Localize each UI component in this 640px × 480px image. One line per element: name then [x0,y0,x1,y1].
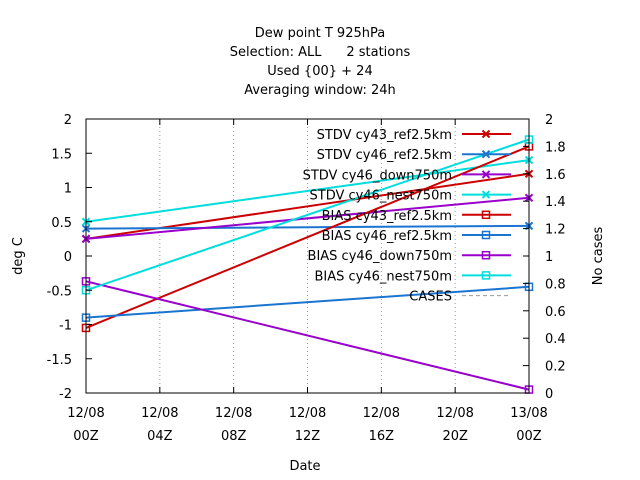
y2-tick-label: 1.8 [545,140,566,155]
x-tick-label-date: 12/08 [289,406,326,421]
x-tick-label-time: 20Z [442,429,468,444]
series-line [85,196,530,240]
legend-label: BIAS cy46_nest750m [315,269,453,284]
grid [159,119,456,393]
y2-tick-label: 1.6 [545,168,566,183]
chart-title-line: Selection: ALL 2 stations [230,45,411,60]
legend-label: STDV cy46_ref2.5km [317,148,452,163]
x-tick-label-date: 12/08 [141,406,178,421]
y-tick-label: -1 [59,319,72,334]
y-tick-label: 1 [64,182,72,197]
legend-label: BIAS cy46_down750m [308,249,452,264]
series-line [85,280,530,391]
legend-label: CASES [409,290,452,305]
y-tick-label: -0.5 [47,284,72,299]
chart-title-line: Averaging window: 24h [244,83,396,98]
y2-tick-label: 1.2 [545,223,566,238]
legend-label: BIAS cy46_ref2.5km [322,229,452,244]
legend: STDV cy43_ref2.5km STDV cy46_ref2.5km STDV… [303,128,511,305]
series-line [85,145,530,329]
x-tick-label-date: 12/08 [436,406,473,421]
y2-axis-label: No cases [591,227,606,286]
y2-tick-label: 1.4 [545,195,566,210]
legend-marker [481,250,491,260]
x-tick-label-date: 12/08 [67,406,104,421]
series-line [85,224,530,230]
chart-title-line: Used {00} + 24 [267,64,372,79]
x-tick-label-date: 13/08 [510,406,547,421]
y2-tick-label: 2 [545,113,553,128]
y-tick-label: 0 [64,250,72,265]
legend-label: STDV cy43_ref2.5km [317,128,452,143]
y2-tick-label: 0.4 [545,332,566,347]
legend-marker [481,230,491,240]
legend-label: STDV cy46_down750m [303,168,452,183]
y-tick-label: 0.5 [51,216,72,231]
y-tick-label: -1.5 [47,353,72,368]
y-tick-label: 2 [64,113,72,128]
chart-title-line: Dew point T 925hPa [255,26,385,41]
y2-tick-label: 1 [545,250,553,265]
x-tick-label-time: 12Z [295,429,321,444]
legend-marker [481,170,491,179]
chart-title: Dew point T 925hPa Selection: ALL 2 stati… [230,26,411,98]
x-tick-label-time: 00Z [73,429,99,444]
legend-label: BIAS cy43_ref2.5km [322,209,452,224]
legend-marker [481,271,491,280]
y2-tick-label: 0 [545,387,553,402]
x-tick-label-date: 12/08 [363,406,400,421]
legend-marker [481,149,491,159]
x-tick-label-time: 04Z [147,429,173,444]
y-tick-label: 1.5 [51,147,72,162]
series-line [85,138,530,292]
series-line [85,159,530,223]
y2-tick-label: 0.6 [545,305,566,320]
legend-marker [481,190,491,199]
x-tick-label-time: 16Z [369,429,395,444]
y2-tick-label: 0.8 [545,277,566,292]
x-tick-label-time: 08Z [221,429,247,444]
x-tick-label-time: 00Z [516,429,542,444]
y2-tick-label: 0.2 [545,360,566,375]
legend-marker [481,210,491,220]
axes: -2 -1.5 -1 -0.5 0 0.5 1 1.5 2 0 0.2 0.4 0.6 0.8 1 1.2 1.… [47,113,566,444]
y-tick-label: -2 [59,387,72,402]
x-tick-label-date: 12/08 [215,406,252,421]
series-line [85,285,530,319]
y-axis-label: deg C [11,237,26,275]
legend-label: STDV cy46_nest750m [310,189,452,204]
legend-marker [481,129,491,139]
x-axis-label: Date [289,459,320,474]
